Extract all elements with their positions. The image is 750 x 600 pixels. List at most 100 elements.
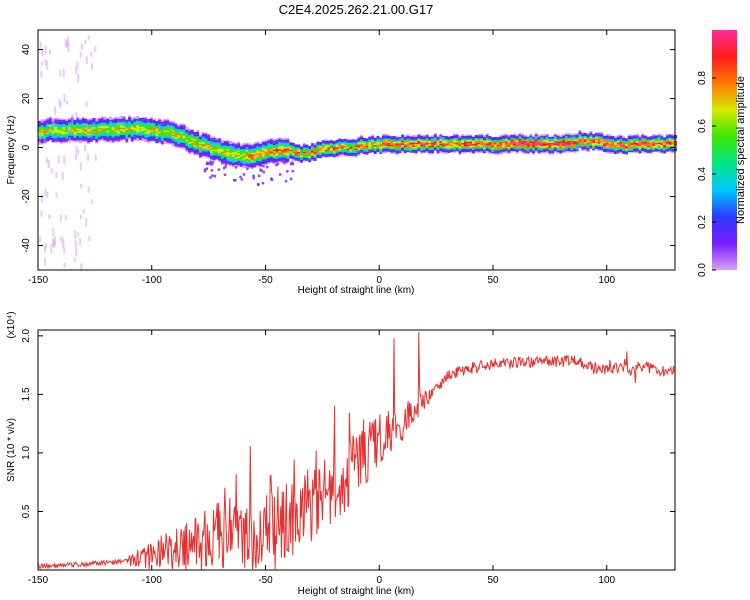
spectrogram-cell [373, 140, 377, 143]
spectrogram-cell [147, 129, 151, 131]
spectrogram-cell [671, 136, 675, 139]
spectrogram-cell [562, 145, 566, 148]
spectrogram-cell [657, 133, 661, 136]
spectrogram-cell [532, 138, 535, 140]
spectrogram-cell [409, 143, 413, 146]
spectrogram-cell [343, 144, 347, 147]
spectrogram-cell [128, 115, 131, 117]
spectrogram-cell [180, 126, 183, 128]
spectrogram-cell [212, 151, 216, 153]
spectrogram-noise-cell [66, 100, 69, 105]
spectrogram-cell [608, 140, 612, 142]
spectrogram-cell [166, 133, 170, 135]
spectrogram-cell [515, 150, 519, 153]
spectrogram-cell [272, 145, 276, 147]
spectrogram-cell [668, 135, 672, 138]
spectrogram-cell [417, 137, 421, 140]
spectrogram-cell [48, 134, 52, 136]
spectrogram-cell [122, 133, 126, 135]
spectrogram-cell [158, 121, 161, 123]
spectrogram-cell [466, 137, 470, 139]
spectrogram-cell [84, 137, 88, 140]
spectrogram-cell [515, 149, 519, 151]
spectrogram-cell [466, 138, 470, 141]
spectrogram-cell [480, 133, 484, 136]
spectrogram-cell [62, 138, 66, 141]
spectrogram-cell [316, 149, 320, 151]
spectrogram-cell [652, 142, 656, 145]
spectrogram-cell [324, 152, 328, 155]
spectrogram-cell [417, 148, 421, 150]
spectrogram-cell [261, 156, 265, 159]
spectrogram-cell [188, 130, 191, 132]
spectrogram-cell [264, 160, 268, 163]
spectrogram-cell [297, 148, 301, 151]
spectrogram-cell [351, 151, 355, 153]
spectrogram-cell [125, 134, 129, 136]
spectrogram-cell [346, 149, 350, 152]
spectrogram-cell [204, 150, 208, 152]
spectrogram-cell [649, 152, 653, 155]
spectrogram-cell [62, 120, 66, 123]
spectrogram-noise-cell [67, 43, 70, 53]
spectrogram-cell [330, 153, 333, 156]
spectrogram-cell [294, 147, 298, 149]
spectrogram-cell [442, 149, 445, 151]
spectrogram-cell [570, 148, 574, 151]
spectrogram-noise-cell [91, 199, 94, 204]
spectrogram-cell [98, 129, 101, 131]
spectrogram-cell [193, 139, 197, 141]
spectrogram-cell [581, 148, 585, 150]
spectrogram-cell [630, 136, 634, 138]
spectrogram-cell [625, 141, 628, 143]
spectrogram-cell [68, 119, 71, 122]
spectrogram-cell [51, 134, 55, 137]
spectrogram-cell [665, 148, 669, 151]
spectrogram-cell [78, 130, 82, 132]
spectrogram-cell [526, 142, 530, 145]
spectrogram-cell [600, 142, 604, 144]
spectrogram-cell [444, 140, 448, 142]
spectrogram-noise-cell [88, 236, 91, 242]
spectrogram-cell [215, 139, 219, 141]
spectrogram-cell [622, 150, 626, 153]
spectrogram-cell [201, 140, 205, 143]
spectrogram-cell [335, 151, 339, 154]
spectrogram-cell [417, 142, 421, 144]
spectrogram-cell [234, 145, 238, 148]
spectrogram-cell [201, 143, 205, 146]
spectrogram-cell [343, 147, 347, 150]
spectrogram-cell [395, 141, 399, 144]
spectrogram-noise-cell [89, 127, 92, 136]
spectrogram-cell [81, 119, 85, 122]
spectrogram-cell [605, 142, 609, 145]
spectrogram-cell [327, 155, 331, 157]
spectrogram-cell [463, 137, 467, 139]
spectrogram-cell [220, 153, 224, 155]
spectrogram-cell [534, 134, 538, 136]
spectrogram-noise-cell [80, 43, 83, 50]
spectrogram-cell [480, 142, 484, 144]
spectrogram-cell [65, 139, 69, 142]
spectrogram-cell [562, 147, 566, 149]
spectrogram-cell [474, 135, 478, 137]
spectrogram-cell [398, 147, 402, 149]
spectrogram-branch-cell [284, 179, 288, 183]
spectrogram-cell [436, 151, 440, 153]
spectrogram-cell [575, 141, 579, 144]
spectrogram-cell [521, 147, 525, 149]
spectrogram-cell [160, 133, 164, 135]
spectrogram-cell [646, 142, 650, 145]
spectrogram-cell [43, 122, 47, 124]
spectrogram-cell [327, 140, 331, 143]
spectrogram-cell [633, 142, 636, 145]
spectrogram-cell [477, 148, 481, 151]
spectrogram-cell [188, 143, 191, 146]
spectrogram-cell [245, 154, 249, 156]
spectrogram-cell [111, 138, 115, 141]
spectrogram-cell [403, 150, 407, 152]
spectrogram-noise-cell [66, 40, 69, 48]
spectrogram-cell [136, 126, 140, 128]
spectrogram-cell [177, 127, 181, 130]
spectrogram-cell [141, 132, 145, 134]
